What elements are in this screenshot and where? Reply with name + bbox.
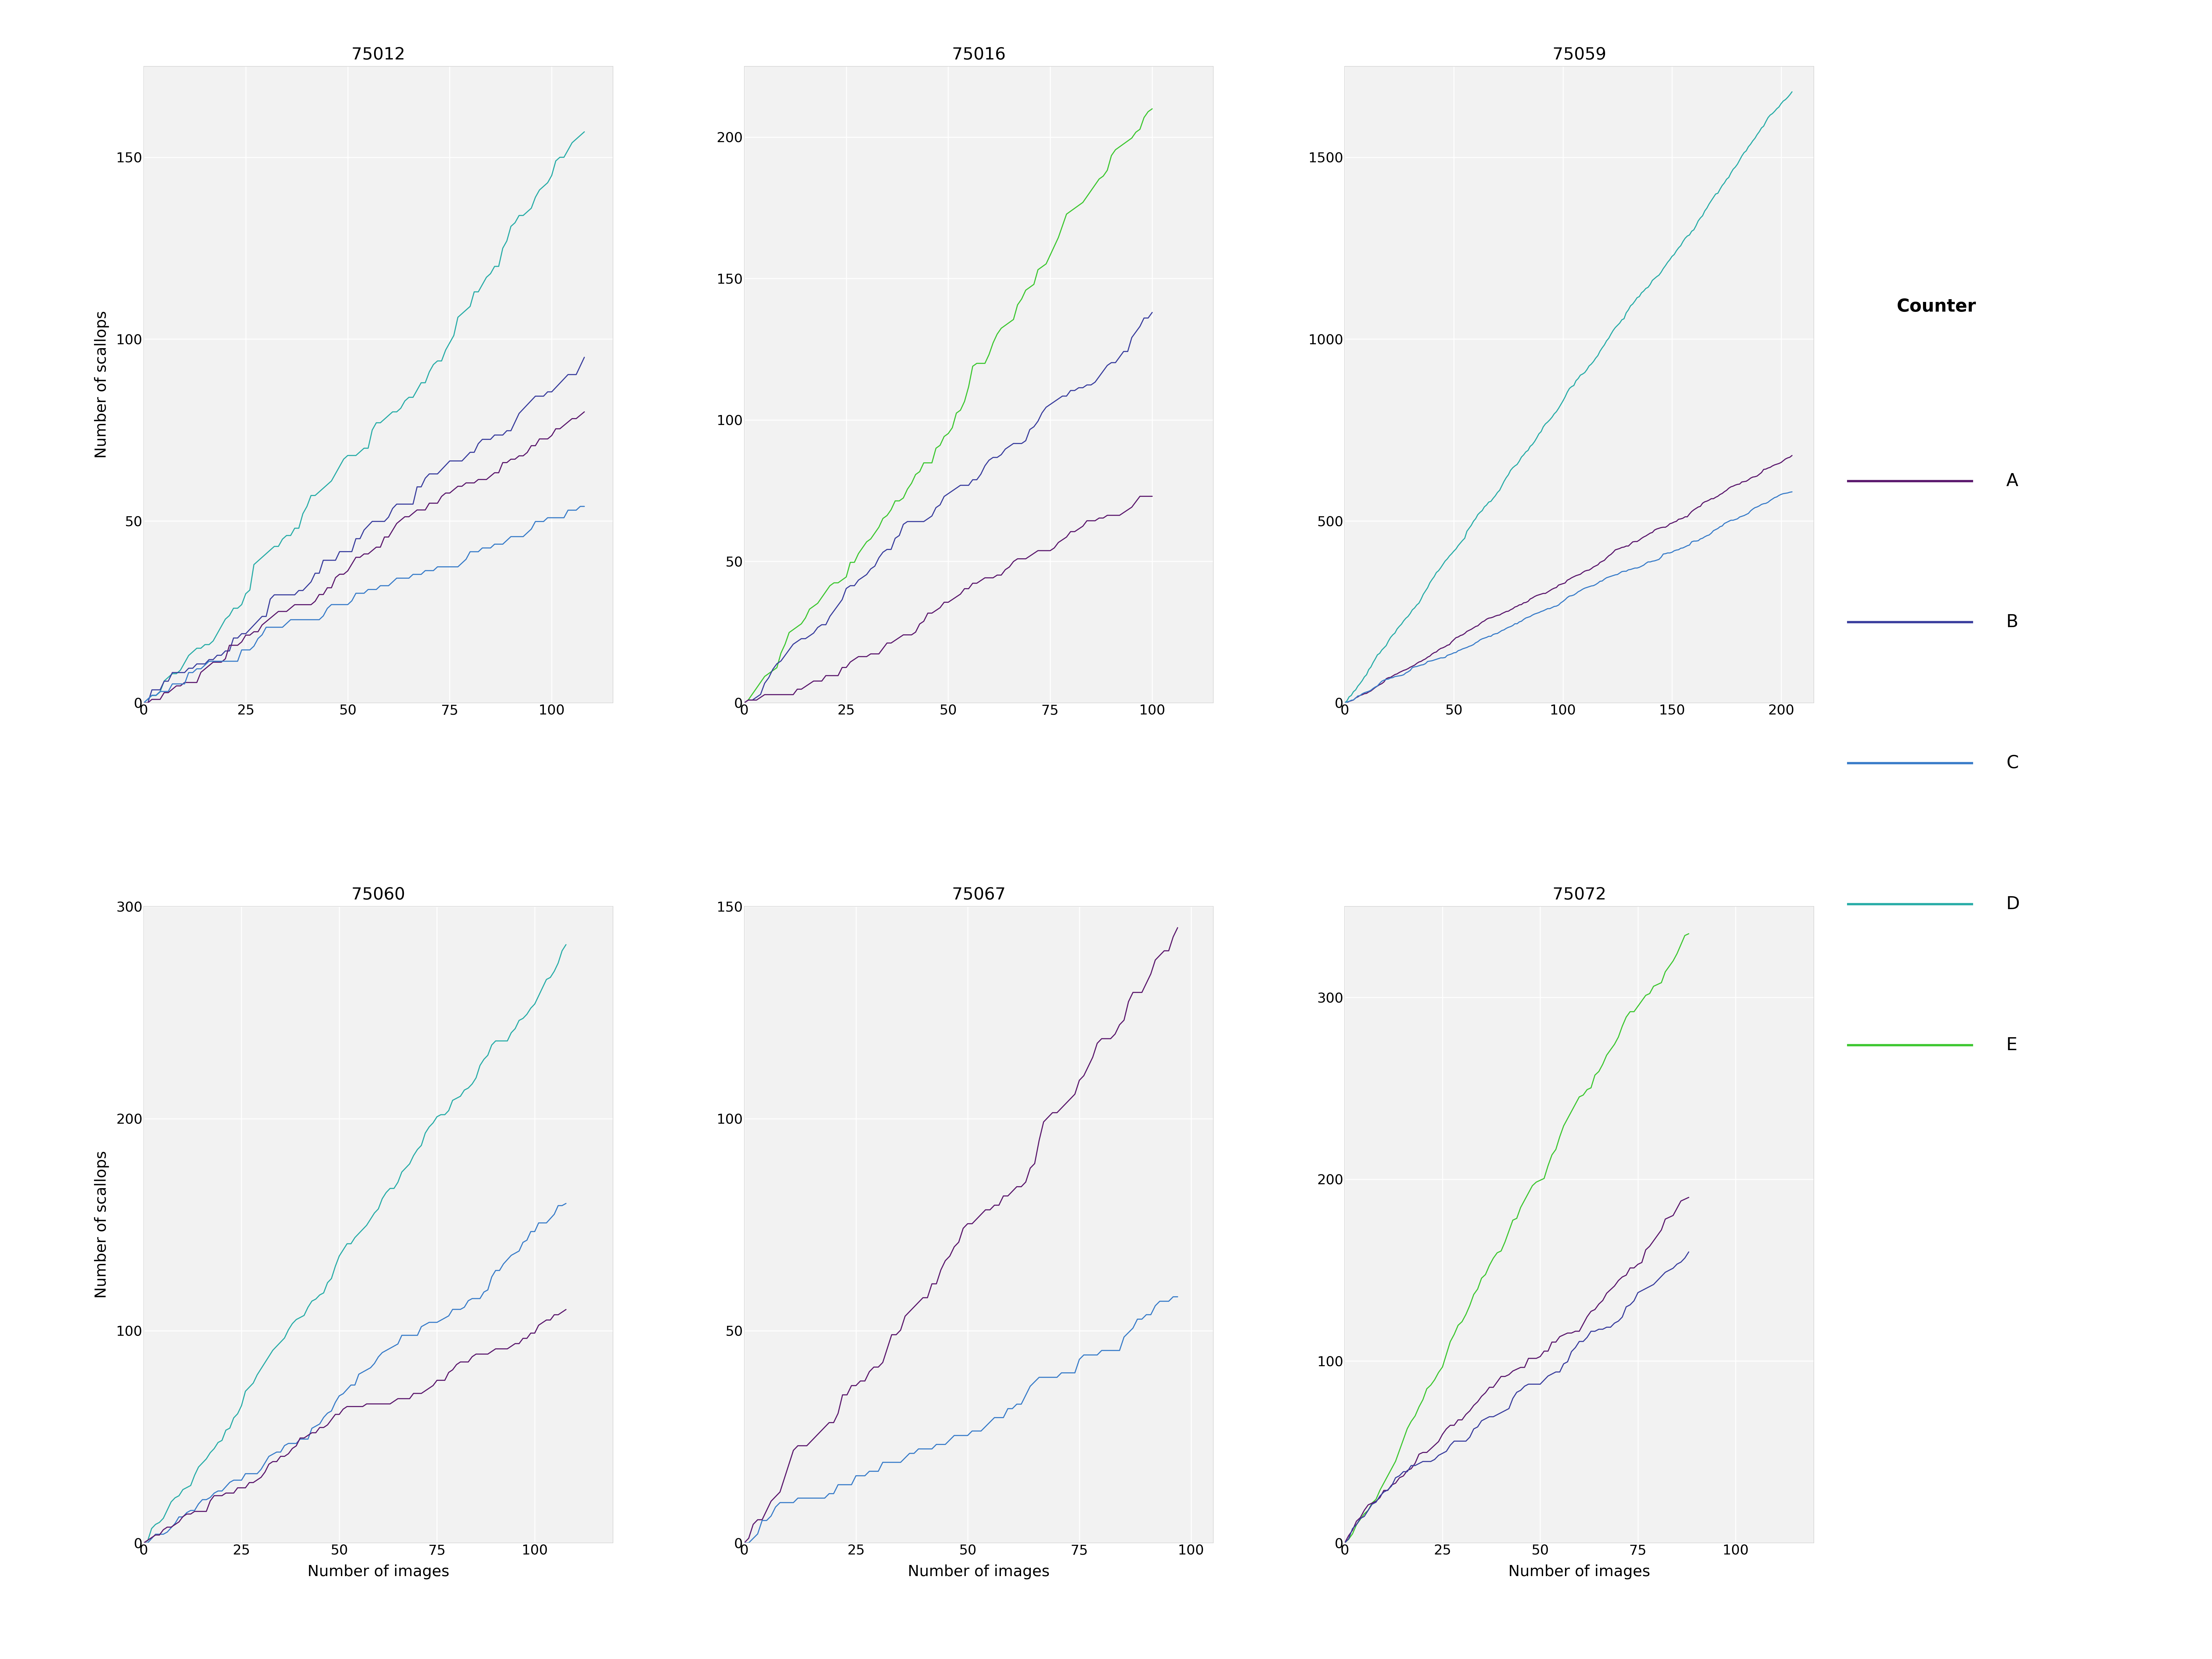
X-axis label: Number of images: Number of images xyxy=(907,1564,1051,1579)
Title: 75016: 75016 xyxy=(951,46,1006,63)
Text: C: C xyxy=(2006,755,2020,771)
Title: 75072: 75072 xyxy=(1553,888,1606,902)
Y-axis label: Number of scallops: Number of scallops xyxy=(95,310,108,458)
Text: D: D xyxy=(2006,896,2020,912)
Title: 75067: 75067 xyxy=(951,888,1006,902)
Title: 75012: 75012 xyxy=(352,46,405,63)
Text: E: E xyxy=(2006,1037,2017,1053)
X-axis label: Number of images: Number of images xyxy=(1509,1564,1650,1579)
Text: A: A xyxy=(2006,473,2017,489)
Text: Counter: Counter xyxy=(1898,299,1975,315)
Title: 75059: 75059 xyxy=(1553,46,1606,63)
Title: 75060: 75060 xyxy=(352,888,405,902)
Y-axis label: Number of scallops: Number of scallops xyxy=(95,1151,108,1299)
X-axis label: Number of images: Number of images xyxy=(307,1564,449,1579)
Text: B: B xyxy=(2006,614,2017,630)
